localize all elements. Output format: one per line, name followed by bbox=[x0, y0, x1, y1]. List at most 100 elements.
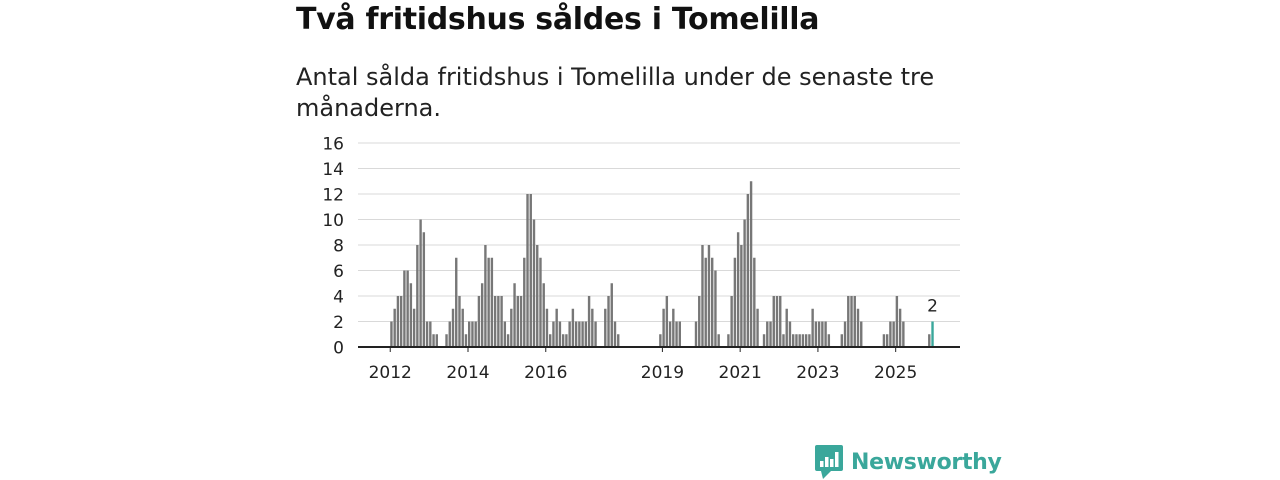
bar bbox=[419, 219, 422, 347]
bar bbox=[549, 334, 552, 347]
bar bbox=[850, 296, 853, 347]
bar bbox=[711, 257, 714, 347]
bar bbox=[782, 334, 785, 347]
bar bbox=[766, 321, 769, 347]
chart-subtitle: Antal sålda fritidshus i Tomelilla under… bbox=[296, 63, 935, 122]
bar bbox=[740, 245, 743, 347]
bar bbox=[610, 283, 613, 347]
bar bbox=[895, 296, 899, 347]
bar bbox=[403, 270, 406, 347]
bar bbox=[484, 245, 487, 347]
bar bbox=[412, 308, 416, 347]
bar bbox=[578, 321, 581, 347]
bar bbox=[772, 296, 775, 347]
y-tick-label: 4 bbox=[333, 288, 344, 308]
bar bbox=[516, 296, 519, 347]
bar bbox=[662, 308, 665, 347]
bar bbox=[396, 296, 400, 347]
bar bbox=[821, 321, 824, 347]
x-tick-label: 2023 bbox=[796, 363, 839, 383]
bar bbox=[393, 308, 396, 347]
chart-title: Två fritidshus såldes i Tomelilla bbox=[296, 2, 820, 37]
bar bbox=[503, 321, 507, 347]
bar bbox=[824, 321, 827, 347]
bar bbox=[889, 321, 892, 347]
bar bbox=[892, 321, 895, 347]
bar bbox=[571, 308, 575, 347]
bar bbox=[591, 308, 594, 347]
bar bbox=[468, 321, 471, 347]
bar bbox=[678, 321, 681, 347]
bar bbox=[775, 296, 779, 347]
bar bbox=[561, 334, 565, 347]
bar bbox=[898, 308, 902, 347]
bar bbox=[756, 308, 759, 347]
bar bbox=[788, 321, 792, 347]
y-tick-label: 10 bbox=[322, 211, 344, 231]
bar bbox=[928, 334, 931, 347]
x-tick-label: 2021 bbox=[719, 363, 762, 383]
bar bbox=[604, 308, 607, 347]
bar bbox=[743, 219, 746, 347]
bar bbox=[416, 245, 419, 347]
bar bbox=[827, 334, 831, 347]
bar bbox=[594, 321, 597, 347]
bar bbox=[584, 321, 588, 347]
bar bbox=[727, 334, 730, 347]
y-tick-label: 2 bbox=[333, 313, 344, 333]
bar bbox=[432, 334, 435, 347]
bar bbox=[730, 296, 733, 347]
bar bbox=[581, 321, 584, 347]
bar bbox=[668, 321, 672, 347]
bar bbox=[808, 334, 811, 347]
bar bbox=[539, 257, 542, 347]
bar bbox=[523, 257, 526, 347]
bar bbox=[749, 181, 753, 347]
bar bbox=[704, 257, 707, 347]
brand-logo: Newsworthy bbox=[815, 445, 1002, 479]
x-tick-label: 2016 bbox=[524, 363, 567, 383]
y-tick-label: 8 bbox=[333, 237, 344, 257]
bar bbox=[461, 308, 464, 347]
bar bbox=[480, 283, 484, 347]
bar bbox=[785, 308, 788, 347]
bar bbox=[860, 321, 863, 347]
brand-name: Newsworthy bbox=[851, 449, 1002, 475]
bar bbox=[406, 270, 409, 347]
bar bbox=[471, 321, 474, 347]
x-tick-label: 2012 bbox=[369, 363, 412, 383]
x-tick-label: 2025 bbox=[874, 363, 917, 383]
bar bbox=[448, 321, 451, 347]
bar bbox=[779, 296, 782, 347]
bar bbox=[464, 334, 468, 347]
bar bbox=[701, 245, 704, 347]
bar bbox=[429, 321, 432, 347]
bar bbox=[746, 194, 750, 347]
bar bbox=[500, 296, 503, 347]
bar bbox=[451, 308, 455, 347]
bar bbox=[607, 296, 610, 347]
y-tick-label: 12 bbox=[322, 186, 344, 206]
bar-chart-logo-icon bbox=[815, 445, 843, 479]
bar bbox=[458, 296, 461, 347]
bar bbox=[497, 296, 500, 347]
bar bbox=[487, 257, 490, 347]
bar bbox=[493, 296, 497, 347]
bar bbox=[665, 296, 669, 347]
bar bbox=[801, 334, 805, 347]
bar bbox=[847, 296, 850, 347]
highlighted-bar bbox=[931, 321, 934, 347]
bar bbox=[558, 321, 562, 347]
bar bbox=[811, 308, 814, 347]
bar bbox=[659, 334, 662, 347]
bar bbox=[574, 321, 578, 347]
bar bbox=[474, 321, 477, 347]
bar bbox=[814, 321, 818, 347]
bar bbox=[409, 283, 413, 347]
bar bbox=[798, 334, 801, 347]
bar bbox=[902, 321, 905, 347]
bar bbox=[513, 283, 516, 347]
bar bbox=[753, 257, 756, 347]
bar bbox=[477, 296, 481, 347]
bar bbox=[769, 321, 772, 347]
